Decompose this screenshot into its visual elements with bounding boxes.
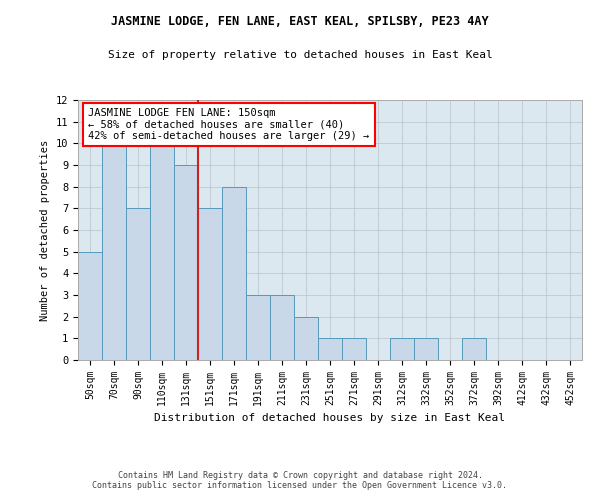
Bar: [246, 295, 270, 360]
Bar: [78, 252, 102, 360]
Bar: [102, 144, 126, 360]
Bar: [198, 208, 222, 360]
Bar: [270, 295, 294, 360]
Text: Size of property relative to detached houses in East Keal: Size of property relative to detached ho…: [107, 50, 493, 60]
Bar: [222, 186, 246, 360]
Bar: [126, 208, 150, 360]
Bar: [462, 338, 486, 360]
Y-axis label: Number of detached properties: Number of detached properties: [40, 140, 50, 320]
Bar: [174, 165, 198, 360]
Bar: [318, 338, 342, 360]
Bar: [414, 338, 438, 360]
Bar: [294, 316, 318, 360]
Bar: [150, 144, 174, 360]
Text: JASMINE LODGE FEN LANE: 150sqm
← 58% of detached houses are smaller (40)
42% of : JASMINE LODGE FEN LANE: 150sqm ← 58% of …: [88, 108, 370, 141]
Bar: [390, 338, 414, 360]
Text: Contains HM Land Registry data © Crown copyright and database right 2024.
Contai: Contains HM Land Registry data © Crown c…: [92, 470, 508, 490]
Text: JASMINE LODGE, FEN LANE, EAST KEAL, SPILSBY, PE23 4AY: JASMINE LODGE, FEN LANE, EAST KEAL, SPIL…: [111, 15, 489, 28]
X-axis label: Distribution of detached houses by size in East Keal: Distribution of detached houses by size …: [155, 414, 505, 424]
Bar: [342, 338, 366, 360]
